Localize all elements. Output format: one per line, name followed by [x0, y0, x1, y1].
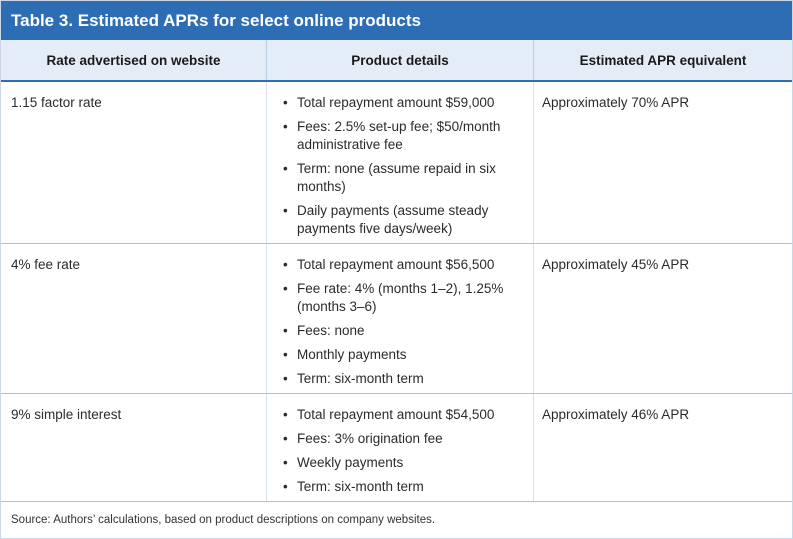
details-cell: Total repayment amount $59,000 Fees: 2.5… — [266, 82, 533, 243]
table-row: 4% fee rate Total repayment amount $56,5… — [1, 244, 792, 394]
header-product-details: Product details — [266, 40, 533, 80]
header-rate-advertised: Rate advertised on website — [46, 52, 221, 68]
table-header-row: Rate advertised on website Product detai… — [1, 40, 792, 82]
table-title: Table 3. Estimated APRs for select onlin… — [1, 1, 792, 40]
table-row: 1.15 factor rate Total repayment amount … — [1, 82, 792, 244]
details-list: Total repayment amount $56,500 Fee rate:… — [283, 256, 519, 388]
apr-cell: Approximately 46% APR — [533, 394, 792, 501]
detail-item: Total repayment amount $54,500 — [283, 406, 519, 424]
detail-item: Fees: none — [283, 322, 519, 340]
detail-item: Daily payments (assume steady payments f… — [283, 202, 519, 238]
details-list: Total repayment amount $54,500 Fees: 3% … — [283, 406, 519, 496]
rate-cell: 9% simple interest — [11, 407, 122, 422]
apr-cell: Approximately 70% APR — [533, 82, 792, 243]
details-list: Total repayment amount $59,000 Fees: 2.5… — [283, 94, 519, 238]
apr-cell: Approximately 45% APR — [533, 244, 792, 393]
table-row: 9% simple interest Total repayment amoun… — [1, 394, 792, 502]
rate-cell: 4% fee rate — [11, 257, 81, 272]
source-note: Source: Authors’ calculations, based on … — [11, 514, 436, 526]
detail-item: Fee rate: 4% (months 1–2), 1.25% (months… — [283, 280, 519, 316]
detail-item: Fees: 3% origination fee — [283, 430, 519, 448]
details-cell: Total repayment amount $56,500 Fee rate:… — [266, 244, 533, 393]
detail-item: Fees: 2.5% set-up fee; $50/month adminis… — [283, 118, 519, 154]
details-cell: Total repayment amount $54,500 Fees: 3% … — [266, 394, 533, 501]
detail-item: Monthly payments — [283, 346, 519, 364]
detail-item: Total repayment amount $56,500 — [283, 256, 519, 274]
rate-cell: 1.15 factor rate — [11, 95, 102, 110]
detail-item: Term: six-month term — [283, 370, 519, 388]
detail-item: Total repayment amount $59,000 — [283, 94, 519, 112]
detail-item: Term: none (assume repaid in six months) — [283, 160, 519, 196]
detail-item: Term: six-month term — [283, 478, 519, 496]
header-estimated-apr: Estimated APR equivalent — [533, 40, 792, 80]
detail-item: Weekly payments — [283, 454, 519, 472]
